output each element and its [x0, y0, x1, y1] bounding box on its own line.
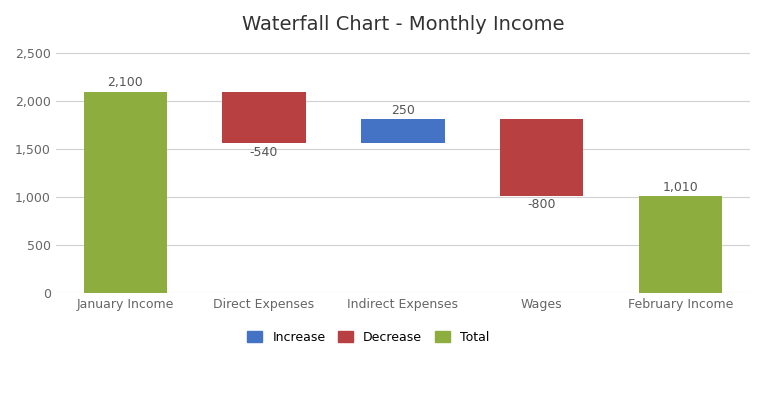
Bar [639, 196, 722, 293]
Bar [500, 119, 584, 196]
Legend: Increase, Decrease, Total: Increase, Decrease, Total [243, 326, 494, 349]
Text: -800: -800 [528, 199, 556, 211]
Text: 250: 250 [391, 104, 415, 117]
Bar [83, 92, 167, 293]
Text: 2,100: 2,100 [107, 76, 143, 90]
Title: Waterfall Chart - Monthly Income: Waterfall Chart - Monthly Income [242, 15, 564, 34]
Bar [361, 119, 444, 143]
Text: 1,010: 1,010 [662, 181, 698, 194]
Bar [223, 92, 306, 143]
Text: -540: -540 [250, 146, 278, 159]
